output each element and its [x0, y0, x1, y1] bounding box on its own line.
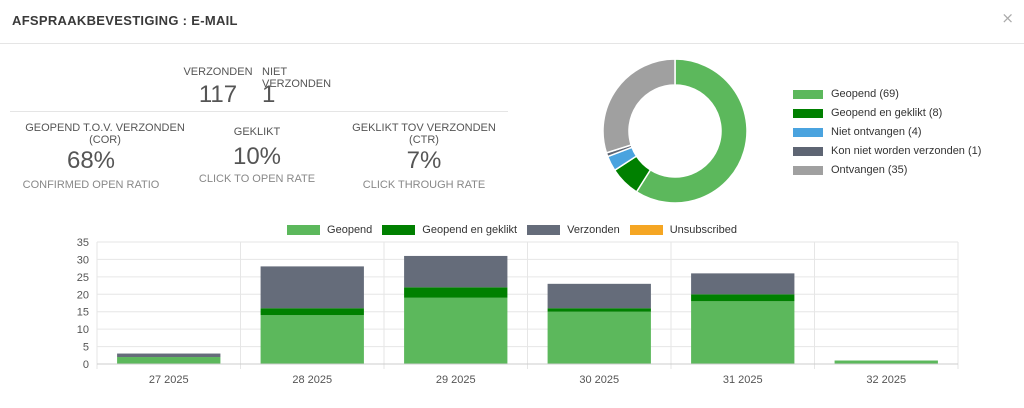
x-tick-label: 28 2025: [292, 374, 332, 386]
bar-segment[interactable]: [691, 294, 795, 302]
bar-segment[interactable]: [404, 287, 508, 298]
y-tick-label: 30: [77, 254, 89, 266]
cor-label: GEOPEND T.O.V. VERZONDEN (COR): [10, 122, 200, 146]
ctr-label-line2: (CTR): [409, 134, 439, 146]
bar-chart: 0 5 10 15 20 25 30 35 27 2025 28 2025 29 2025 30 20…: [77, 237, 959, 386]
sent-label: VERZONDEN: [183, 66, 253, 78]
modal-header: AFSPRAAKBEVESTIGING : E-MAIL ×: [0, 0, 1024, 44]
bar-chart-legend: Geopend Geopend en geklikt Verzonden Unsubs…: [0, 224, 1024, 236]
bar-segment[interactable]: [834, 360, 938, 364]
bar-segment[interactable]: [691, 301, 795, 364]
y-tick-label: 20: [77, 289, 89, 301]
not-sent-value: 1: [262, 81, 276, 108]
sent-value: 117: [198, 81, 238, 108]
bar-segment[interactable]: [117, 357, 221, 364]
cor-value: 68%: [66, 147, 116, 174]
cor-label-line2: (COR): [89, 134, 121, 146]
ctr-value: 7%: [406, 147, 442, 174]
cor-label-line1: GEOPEND T.O.V. VERZONDEN: [25, 122, 185, 134]
legend-label: Geopend en geklikt: [422, 224, 518, 236]
bar-segment[interactable]: [691, 273, 795, 295]
y-tick-label: 35: [77, 237, 89, 249]
legend-label: Geopend (69): [831, 88, 899, 100]
bar-segment[interactable]: [260, 266, 364, 309]
legend-swatch: [793, 89, 823, 99]
donut-legend-item[interactable]: Ontvangen (35): [793, 164, 907, 176]
bar-segment[interactable]: [260, 315, 364, 364]
clicked-label: GEKLIKT: [233, 126, 281, 138]
bar-segment[interactable]: [547, 311, 651, 364]
donut-legend-item[interactable]: Geopend (69): [793, 88, 899, 100]
legend-label: Niet ontvangen (4): [831, 126, 922, 138]
donut-legend-item[interactable]: Geopend en geklikt (8): [793, 107, 942, 119]
bar-legend-item[interactable]: Unsubscribed: [629, 224, 737, 236]
stats-divider: [10, 111, 508, 112]
x-tick-label: 29 2025: [436, 374, 476, 386]
ctr-label: GEKLIKT TOV VERZONDEN (CTR): [348, 122, 500, 146]
x-tick-label: 32 2025: [866, 374, 906, 386]
donut-legend-item[interactable]: Kon niet worden verzonden (1): [793, 145, 981, 157]
legend-swatch: [793, 127, 823, 137]
modal-title: AFSPRAAKBEVESTIGING : E-MAIL: [12, 13, 238, 28]
legend-swatch: [629, 225, 663, 235]
legend-label: Geopend en geklikt (8): [831, 107, 943, 119]
bar-segment[interactable]: [547, 283, 651, 309]
bar-segment[interactable]: [117, 353, 221, 358]
y-tick-label: 10: [77, 324, 89, 336]
bar-legend-item[interactable]: Verzonden: [527, 224, 620, 236]
donut-chart: [602, 58, 748, 204]
clicked-value: 10%: [232, 143, 282, 170]
y-tick-label: 0: [83, 359, 89, 371]
close-icon[interactable]: ×: [1001, 9, 1014, 27]
y-tick-label: 5: [83, 342, 89, 354]
legend-label: Unsubscribed: [669, 224, 737, 236]
legend-swatch: [527, 225, 561, 235]
x-tick-label: 30 2025: [579, 374, 619, 386]
legend-label: Ontvangen (35): [831, 164, 908, 176]
clicked-sub: CLICK TO OPEN RATE: [198, 173, 316, 185]
legend-label: Kon niet worden verzonden (1): [831, 145, 982, 157]
ctr-sub: CLICK THROUGH RATE: [362, 179, 486, 191]
donut-slice-4[interactable]: [602, 58, 676, 154]
legend-swatch: [382, 225, 416, 235]
legend-swatch: [793, 108, 823, 118]
donut-slice-0[interactable]: [635, 58, 748, 204]
legend-label: Verzonden: [567, 224, 620, 236]
x-tick-label: 27 2025: [149, 374, 189, 386]
ctr-label-line1: GEKLIKT TOV VERZONDEN: [352, 122, 496, 134]
bar-segment[interactable]: [404, 297, 508, 364]
legend-swatch: [793, 165, 823, 175]
y-tick-label: 25: [77, 272, 89, 284]
bar-legend-item[interactable]: Geopend: [287, 224, 372, 236]
legend-swatch: [287, 225, 321, 235]
legend-swatch: [793, 146, 823, 156]
bar-segment[interactable]: [260, 308, 364, 316]
donut-legend-item[interactable]: Niet ontvangen (4): [793, 126, 922, 138]
legend-label: Geopend: [327, 224, 373, 236]
bar-segment[interactable]: [547, 308, 651, 312]
not-sent-label: NIET VERZONDEN: [262, 66, 332, 90]
bar-legend-item[interactable]: Geopend en geklikt: [382, 224, 517, 236]
y-tick-label: 15: [77, 307, 89, 319]
cor-sub: CONFIRMED OPEN RATIO: [22, 179, 160, 191]
x-tick-label: 31 2025: [723, 374, 763, 386]
bar-segment[interactable]: [404, 255, 508, 288]
